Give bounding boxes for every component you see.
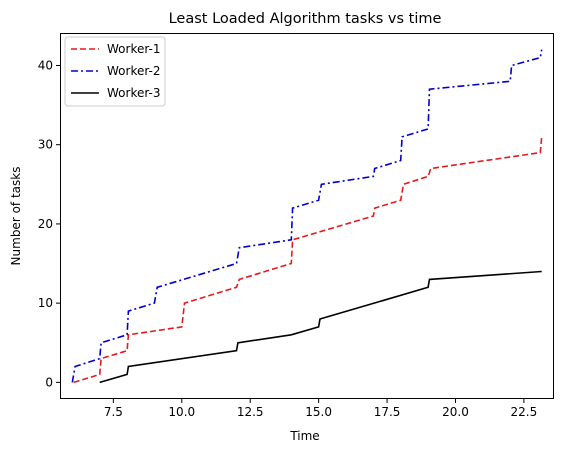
y-tick-label: 0 (45, 375, 53, 389)
y-axis-label: Number of tasks (9, 167, 23, 266)
x-tick-label: 17.5 (374, 405, 401, 419)
x-axis-label: Time (289, 429, 319, 443)
x-tick-label: 12.5 (237, 405, 264, 419)
y-tick-label: 20 (38, 217, 53, 231)
x-axis: 7.5 10.0 12.5 15.0 17.5 20.0 22.5 (104, 399, 537, 419)
legend-label-worker-1: Worker-1 (107, 42, 160, 56)
legend-box (64, 36, 166, 107)
x-tick-label: 20.0 (442, 405, 469, 419)
x-tick-label: 15.0 (305, 405, 332, 419)
y-tick-label: 10 (38, 296, 53, 310)
plot-area (71, 49, 543, 384)
legend-label-worker-2: Worker-2 (107, 64, 160, 78)
legend-label-worker-3: Worker-3 (107, 86, 160, 100)
legend: Worker-1 Worker-2 Worker-3 (64, 36, 166, 107)
x-tick-label: 7.5 (104, 405, 123, 419)
chart-title: Least Loaded Algorithm tasks vs time (169, 11, 442, 27)
plot-frame (60, 33, 554, 399)
y-tick-label: 30 (38, 138, 53, 152)
series-line-worker-2 (71, 49, 543, 383)
y-axis: 0 10 20 30 40 (38, 58, 60, 389)
x-tick-label: 22.5 (511, 405, 538, 419)
y-tick-label: 40 (38, 58, 53, 72)
x-tick-label: 10.0 (168, 405, 195, 419)
series-line-worker-1 (73, 136, 543, 384)
series-line-worker-3 (99, 270, 542, 384)
